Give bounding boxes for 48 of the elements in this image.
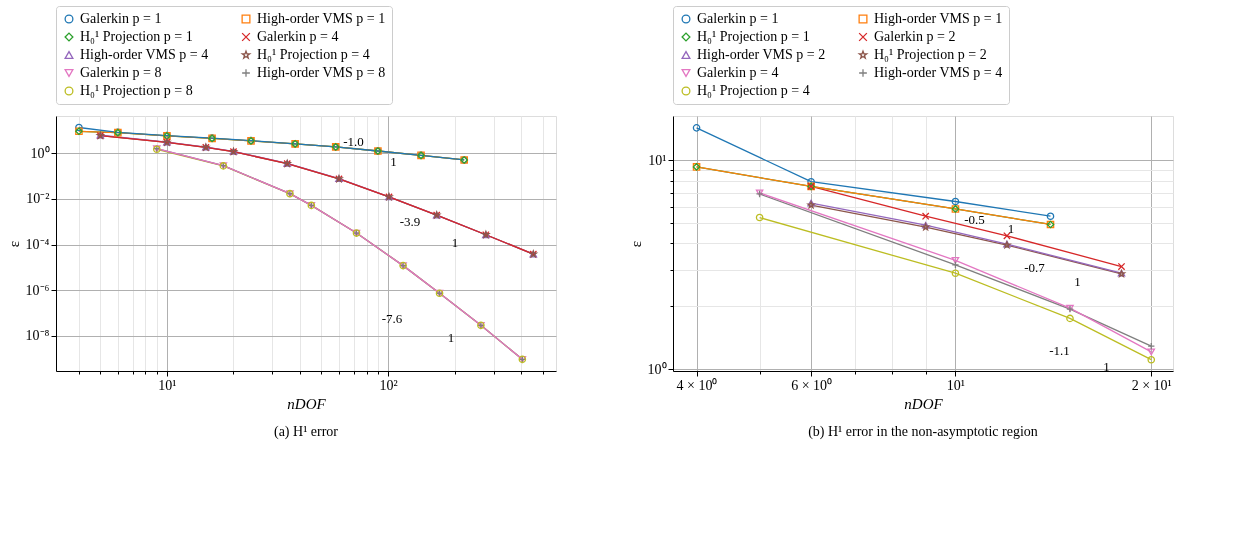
legend-label: High-order VMS p = 4 — [80, 47, 209, 62]
legend-label: Galerkin p = 4 — [697, 65, 779, 80]
annotation: -7.6 — [381, 310, 403, 326]
legend-label: H₀¹ Projection p = 4 — [257, 47, 370, 62]
legend-label: Galerkin p = 1 — [697, 11, 779, 26]
text: (b) H¹ error in the non-asymptotic region — [808, 424, 1038, 440]
legend-label: High-order VMS p = 1 — [874, 11, 1003, 26]
legend-label: H₀¹ Projection p = 1 — [697, 29, 810, 44]
legend-label: Galerkin p = 1 — [80, 11, 162, 26]
annotation: 1 — [451, 234, 459, 250]
x-tick-label: 10² — [379, 377, 398, 393]
annotation: 1 — [390, 153, 397, 169]
legend-label: High-order VMS p = 1 — [257, 11, 386, 26]
x-tick-label: 4 × 10⁰ — [676, 377, 718, 393]
legend-label: H₀¹ Projection p = 4 — [697, 83, 810, 98]
y-tick-label: 10⁰ — [30, 145, 50, 161]
y-tick-label: 10⁻⁶ — [25, 282, 50, 298]
x-axis-title: nDOF — [904, 395, 944, 412]
legend-label: High-order VMS p = 4 — [874, 65, 1003, 80]
y-tick-label: 10⁻⁴ — [25, 237, 50, 253]
annotation: -3.9 — [399, 214, 421, 230]
legend-label: H₀¹ Projection p = 1 — [80, 29, 193, 44]
y-tick-label: 10⁻⁸ — [25, 328, 50, 344]
annotation: 1 — [1103, 359, 1110, 375]
annotation: 1 — [1074, 273, 1081, 289]
legend-label: Galerkin p = 4 — [257, 29, 339, 44]
x-tick-label: 2 × 10¹ — [1131, 377, 1172, 393]
annotation: -0.7 — [1024, 260, 1046, 276]
y-axis-title: ε — [627, 240, 644, 248]
x-axis-title: nDOF — [287, 395, 327, 412]
annotation: -1.0 — [343, 133, 364, 149]
annotation: -0.5 — [964, 211, 985, 227]
x-tick-label: 6 × 10⁰ — [791, 377, 833, 393]
legend-label: H₀¹ Projection p = 8 — [80, 83, 193, 98]
legend-label: High-order VMS p = 2 — [697, 47, 826, 62]
y-tick-label: 10⁻² — [26, 191, 50, 207]
y-axis-title: ε — [5, 240, 22, 248]
legend-label: H₀¹ Projection p = 2 — [874, 47, 987, 62]
text: (a) H¹ error — [273, 424, 339, 440]
annotation: -1.1 — [1049, 343, 1070, 359]
legend-label: High-order VMS p = 8 — [257, 65, 386, 80]
annotation: 1 — [447, 329, 455, 345]
legend-label: Galerkin p = 8 — [80, 65, 162, 80]
legend-label: Galerkin p = 2 — [874, 29, 956, 44]
annotation: 1 — [1007, 221, 1015, 237]
x-tick-label: 10¹ — [158, 377, 177, 393]
x-tick-label: 10¹ — [946, 377, 966, 393]
y-tick-label: 10⁰ — [647, 361, 667, 377]
